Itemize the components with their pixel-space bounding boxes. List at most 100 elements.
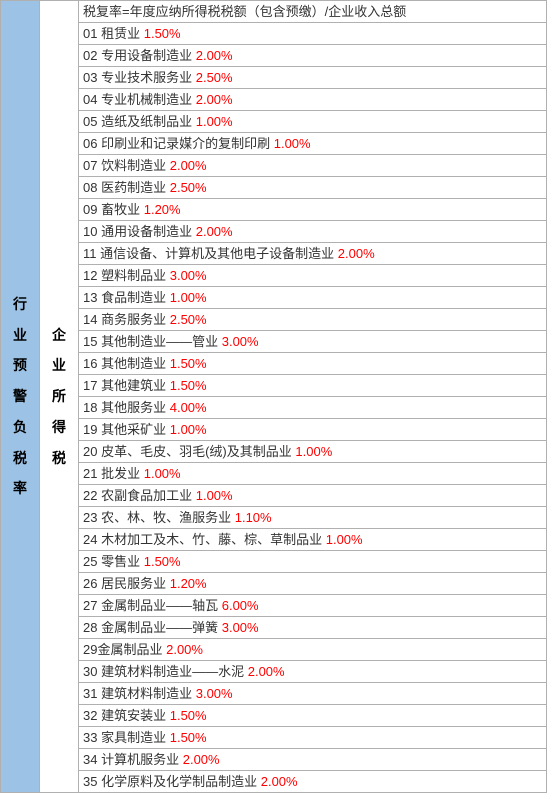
table-row: 29金属制品业 2.00% <box>79 639 546 661</box>
row-seq: 34 <box>83 752 97 767</box>
row-label: 居民服务业 <box>101 576 166 591</box>
row-rate: 1.50% <box>170 356 207 371</box>
row-rate: 1.00% <box>170 422 207 437</box>
row-rate: 1.00% <box>326 532 363 547</box>
row-label: 其他建筑业 <box>101 378 166 393</box>
row-seq: 11 <box>83 246 97 261</box>
sidebar-category-2: 企业所得税 <box>40 1 79 792</box>
row-rate: 2.00% <box>166 642 203 657</box>
row-seq: 24 <box>83 532 97 547</box>
row-label: 其他制造业 <box>101 356 166 371</box>
row-rate: 2.00% <box>183 752 220 767</box>
row-rate: 1.50% <box>170 730 207 745</box>
row-seq: 16 <box>83 356 97 371</box>
row-rate: 1.00% <box>196 488 233 503</box>
table-row: 14 商务服务业 2.50% <box>79 309 546 331</box>
row-label: 专用设备制造业 <box>101 48 192 63</box>
sidebar-category-1: 行业预警负税率 <box>1 1 40 792</box>
table-row: 25 零售业 1.50% <box>79 551 546 573</box>
table-row: 26 居民服务业 1.20% <box>79 573 546 595</box>
table-row: 09 畜牧业 1.20% <box>79 199 546 221</box>
row-label: 饮料制造业 <box>101 158 166 173</box>
table-row: 12 塑料制品业 3.00% <box>79 265 546 287</box>
row-seq: 14 <box>83 312 97 327</box>
table-row: 16 其他制造业 1.50% <box>79 353 546 375</box>
row-label: 商务服务业 <box>101 312 166 327</box>
row-rate: 1.00% <box>144 466 181 481</box>
row-label: 金属制品业——弹簧 <box>101 620 218 635</box>
table-row: 28 金属制品业——弹簧 3.00% <box>79 617 546 639</box>
row-seq: 13 <box>83 290 97 305</box>
data-column: 税复率=年度应纳所得税税额（包含预缴）/企业收入总额 01 租赁业 1.50%0… <box>79 1 546 792</box>
row-label: 家具制造业 <box>101 730 166 745</box>
row-label: 印刷业和记录媒介的复制印刷 <box>101 136 270 151</box>
row-seq: 21 <box>83 466 97 481</box>
row-rate: 1.50% <box>170 378 207 393</box>
row-label: 造纸及纸制品业 <box>101 114 192 129</box>
row-label: 通信设备、计算机及其他电子设备制造业 <box>100 246 334 261</box>
row-seq: 09 <box>83 202 97 217</box>
row-label: 建筑材料制造业 <box>101 686 192 701</box>
row-rate: 2.50% <box>196 70 233 85</box>
row-rate: 2.00% <box>196 48 233 63</box>
table-row: 20 皮革、毛皮、羽毛(绒)及其制品业 1.00% <box>79 441 546 463</box>
row-label: 畜牧业 <box>101 202 140 217</box>
table-row: 22 农副食品加工业 1.00% <box>79 485 546 507</box>
row-seq: 33 <box>83 730 97 745</box>
row-rate: 1.20% <box>170 576 207 591</box>
table-row: 02 专用设备制造业 2.00% <box>79 45 546 67</box>
row-label: 建筑材料制造业——水泥 <box>101 664 244 679</box>
row-rate: 3.00% <box>222 334 259 349</box>
row-seq: 08 <box>83 180 97 195</box>
row-rate: 2.50% <box>170 180 207 195</box>
sidebar-1-label: 行业预警负税率 <box>11 289 29 505</box>
row-rate: 2.50% <box>170 312 207 327</box>
row-seq: 25 <box>83 554 97 569</box>
table-row: 08 医药制造业 2.50% <box>79 177 546 199</box>
row-rate: 3.00% <box>222 620 259 635</box>
row-label: 批发业 <box>101 466 140 481</box>
row-seq: 01 <box>83 26 97 41</box>
table-row: 32 建筑安装业 1.50% <box>79 705 546 727</box>
row-label: 其他服务业 <box>101 400 166 415</box>
table-row: 34 计算机服务业 2.00% <box>79 749 546 771</box>
table-row: 19 其他采矿业 1.00% <box>79 419 546 441</box>
row-label: 金属制品业 <box>97 642 162 657</box>
row-rate: 1.00% <box>196 114 233 129</box>
row-seq: 28 <box>83 620 97 635</box>
table-row: 04 专业机械制造业 2.00% <box>79 89 546 111</box>
row-seq: 17 <box>83 378 97 393</box>
table-row: 06 印刷业和记录媒介的复制印刷 1.00% <box>79 133 546 155</box>
rows-container: 01 租赁业 1.50%02 专用设备制造业 2.00%03 专业技术服务业 2… <box>79 23 546 792</box>
table-row: 30 建筑材料制造业——水泥 2.00% <box>79 661 546 683</box>
row-seq: 23 <box>83 510 97 525</box>
table-row: 35 化学原料及化学制品制造业 2.00% <box>79 771 546 792</box>
row-rate: 3.00% <box>170 268 207 283</box>
row-rate: 1.00% <box>274 136 311 151</box>
row-rate: 2.00% <box>196 224 233 239</box>
row-label: 其他制造业——管业 <box>101 334 218 349</box>
sidebar-2-label: 企业所得税 <box>50 320 68 474</box>
row-rate: 2.00% <box>248 664 285 679</box>
row-seq: 20 <box>83 444 97 459</box>
table-row: 07 饮料制造业 2.00% <box>79 155 546 177</box>
row-rate: 1.20% <box>144 202 181 217</box>
row-label: 计算机服务业 <box>101 752 179 767</box>
row-seq: 35 <box>83 774 97 789</box>
row-label: 塑料制品业 <box>101 268 166 283</box>
row-label: 皮革、毛皮、羽毛(绒)及其制品业 <box>101 444 292 459</box>
row-seq: 12 <box>83 268 97 283</box>
table-row: 24 木材加工及木、竹、藤、棕、草制品业 1.00% <box>79 529 546 551</box>
row-rate: 1.10% <box>235 510 272 525</box>
row-label: 医药制造业 <box>101 180 166 195</box>
row-rate: 6.00% <box>222 598 259 613</box>
row-rate: 1.50% <box>170 708 207 723</box>
row-rate: 2.00% <box>196 92 233 107</box>
row-seq: 32 <box>83 708 97 723</box>
table-row: 18 其他服务业 4.00% <box>79 397 546 419</box>
row-label: 食品制造业 <box>101 290 166 305</box>
row-label: 农、林、牧、渔服务业 <box>101 510 231 525</box>
table-row: 05 造纸及纸制品业 1.00% <box>79 111 546 133</box>
row-rate: 1.50% <box>144 26 181 41</box>
row-rate: 2.00% <box>338 246 375 261</box>
